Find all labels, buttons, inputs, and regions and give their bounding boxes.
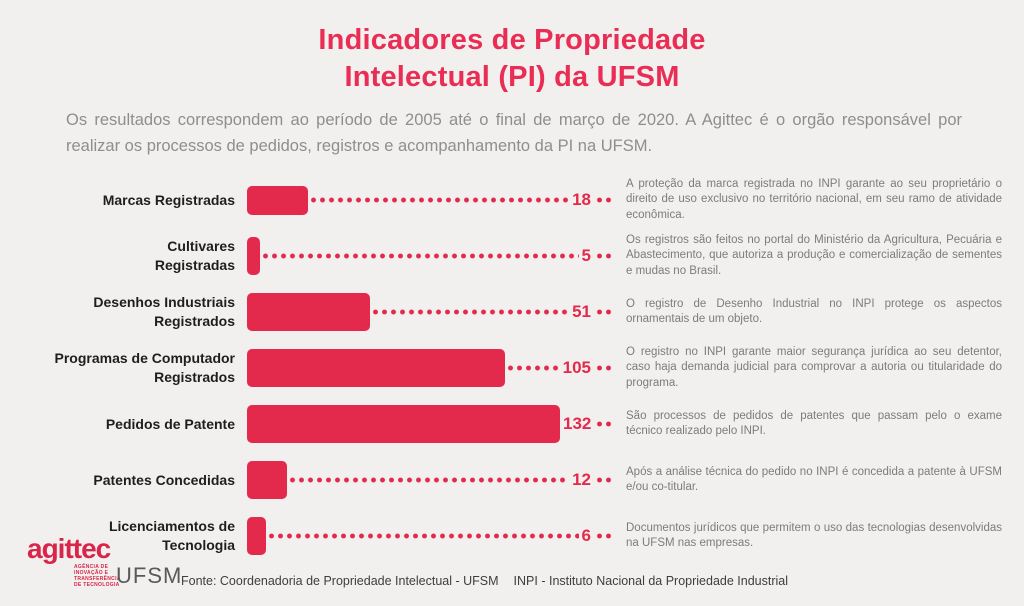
- chart-row-programas: Programas de Computador Registrados 105 …: [0, 340, 1024, 396]
- bar-zone: 105: [247, 349, 613, 387]
- source-fonte: Fonte: Coordenadoria de Propriedade Inte…: [181, 574, 499, 588]
- chart-row-cultivares: Cultivares Registradas 5 Os registros sã…: [0, 228, 1024, 284]
- dotted-leader-tail: [594, 252, 613, 260]
- bar: [247, 461, 287, 499]
- category-label: Programas de Computador Registrados: [54, 350, 235, 385]
- bar-zone: 12: [247, 461, 613, 499]
- chart-row-patentes: Patentes Concedidas 12 Após a análise té…: [0, 452, 1024, 508]
- ufsm-logo: UFSM: [116, 563, 183, 588]
- agittec-logo: agittec AGÊNCIA DE INOVAÇÃO E TRANSFERÊN…: [27, 533, 121, 589]
- agittec-wordmark: agittec: [27, 533, 111, 564]
- chart-row-marcas: Marcas Registradas 18 A proteção da marc…: [0, 172, 1024, 228]
- category-label: Desenhos Industriais Registrados: [93, 294, 235, 329]
- bar-zone: 132: [247, 405, 614, 443]
- value-label: 18: [572, 190, 591, 209]
- description-text: O registro no INPI garante maior seguran…: [626, 345, 1002, 389]
- bar-zone: 51: [247, 293, 613, 331]
- chart-row-pedidos: Pedidos de Patente 132 São processos de …: [0, 396, 1024, 452]
- bar: [247, 237, 260, 275]
- page-title: Indicadores de Propriedade Intelectual (…: [318, 24, 706, 93]
- bar-zone: 5: [247, 237, 613, 275]
- bar: [247, 405, 560, 443]
- bar: [247, 185, 308, 215]
- description-text: São processos de pedidos de patentes que…: [626, 409, 1002, 438]
- dotted-leader: [370, 308, 570, 316]
- chart-row-licenciamentos: Licenciamentos de Tecnologia 6 Documento…: [0, 508, 1024, 564]
- description-text: Documentos jurídicos que permitem o uso …: [626, 521, 1002, 550]
- chart-row-desenhos: Desenhos Industriais Registrados 51 O re…: [0, 284, 1024, 340]
- value-label: 105: [562, 358, 591, 377]
- category-label: Licenciamentos de Tecnologia: [108, 518, 235, 553]
- category-label: Patentes Concedidas: [93, 471, 235, 488]
- value-label: 5: [581, 246, 591, 265]
- dotted-leader: [260, 252, 579, 260]
- bar: [247, 517, 266, 555]
- dotted-leader-tail: [594, 364, 613, 372]
- value-label: 51: [572, 302, 591, 321]
- category-label: Cultivares Registradas: [154, 238, 235, 273]
- agittec-tagline: AGÊNCIA DE INOVAÇÃO E TRANSFERÊNCIA DE T…: [74, 564, 121, 588]
- source-inpi: INPI - Instituto Nacional da Propriedade…: [513, 574, 788, 588]
- category-label: Marcas Registradas: [102, 191, 235, 208]
- dotted-leader: [266, 532, 579, 540]
- bar-zone: 18: [247, 185, 613, 215]
- value-label: 12: [572, 470, 591, 489]
- bar-zone: 6: [247, 517, 613, 555]
- dotted-leader: [308, 196, 570, 204]
- page-subtitle: Os resultados correspondem ao período de…: [66, 111, 962, 155]
- dotted-leader-tail: [594, 420, 614, 428]
- description-text: Os registros são feitos no portal do Min…: [626, 233, 1002, 277]
- description-text: Após a análise técnica do pedido no INPI…: [626, 465, 1002, 494]
- category-label: Pedidos de Patente: [105, 415, 235, 432]
- description-text: O registro de Desenho Industrial no INPI…: [626, 297, 1002, 326]
- bar-chart: Marcas Registradas 18 A proteção da marc…: [0, 172, 1024, 564]
- description-text: A proteção da marca registrada no INPI g…: [626, 177, 1002, 221]
- value-label: 6: [581, 526, 591, 545]
- value-label: 132: [563, 414, 592, 433]
- dotted-leader: [505, 364, 560, 372]
- bar: [247, 349, 505, 387]
- dotted-leader: [287, 476, 570, 484]
- source-note: Fonte: Coordenadoria de Propriedade Inte…: [181, 574, 788, 588]
- dotted-leader-tail: [594, 308, 613, 316]
- dotted-leader-tail: [594, 196, 613, 204]
- dotted-leader-tail: [594, 532, 613, 540]
- bar: [247, 293, 370, 331]
- dotted-leader-tail: [594, 476, 613, 484]
